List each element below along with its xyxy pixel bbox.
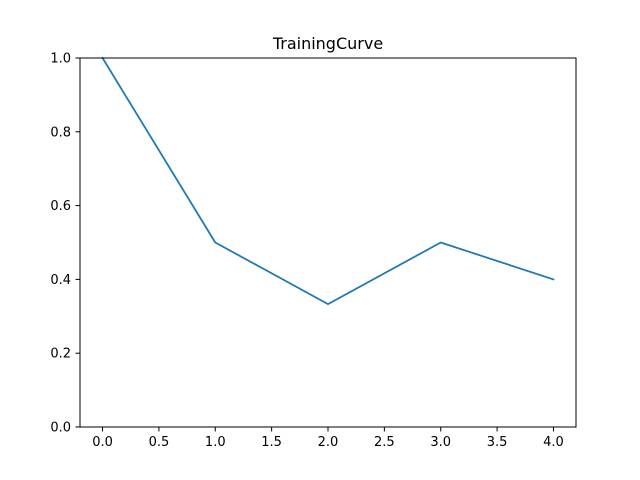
y-tick-label: 0.4 [50,273,71,288]
y-tick-label: 0.0 [50,421,71,436]
x-tick-label: 3.5 [487,435,508,450]
y-axis-ticks: 0.0 0.2 0.4 0.6 0.8 1.0 [50,52,80,436]
y-tick-label: 0.2 [50,347,71,362]
x-tick-label: 2.0 [318,435,339,450]
series-layer [101,56,555,305]
series-line [101,56,555,305]
x-tick-label: 4.0 [543,435,564,450]
x-tick-label: 3.0 [430,435,451,450]
chart-title: TrainingCurve [272,34,383,53]
y-tick-label: 0.6 [50,199,71,214]
x-tick-label: 0.0 [92,435,113,450]
x-tick-label: 1.0 [205,435,226,450]
y-tick-label: 0.8 [50,125,71,140]
y-tick-label: 1.0 [50,52,71,67]
x-tick-label: 1.5 [261,435,282,450]
x-axis-ticks: 0.0 0.5 1.0 1.5 2.0 2.5 3.0 3.5 4.0 [92,427,564,450]
x-tick-label: 0.5 [149,435,170,450]
plot-area-frame [79,57,577,428]
x-tick-label: 2.5 [374,435,395,450]
